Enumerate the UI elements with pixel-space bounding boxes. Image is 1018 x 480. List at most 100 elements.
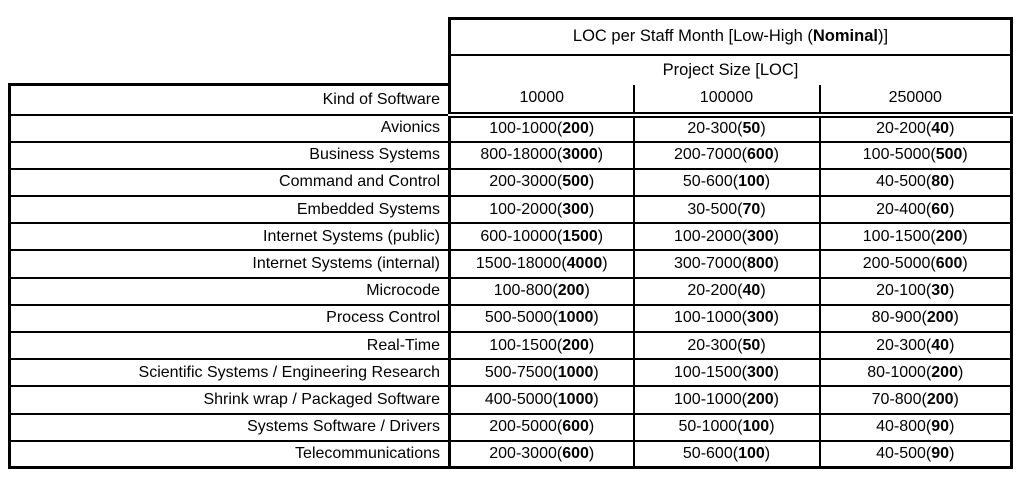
- loc-range-cell: 20-300(50): [632, 330, 821, 361]
- loc-nominal-value: 50: [742, 336, 761, 354]
- loc-nominal-value: 300: [746, 363, 774, 381]
- loc-range-cell: 100-1500(300): [632, 358, 821, 388]
- loc-range-close: ): [773, 390, 779, 408]
- loc-nominal-value: 600: [562, 445, 589, 463]
- size-column-header-250000: 250000: [818, 84, 1014, 118]
- loc-range-cell: 100-2000(300): [448, 195, 635, 225]
- loc-nominal-value: 500: [562, 173, 589, 191]
- loc-range-low-high: 20-300(: [687, 336, 743, 354]
- loc-range-low-high: 80-900(: [871, 309, 927, 327]
- loc-range-close: ): [588, 120, 595, 138]
- loc-range-close: ): [773, 363, 779, 381]
- loc-range-close: ): [962, 146, 968, 164]
- loc-range-cell: 500-5000(1000): [448, 303, 635, 334]
- loc-nominal-value: 600: [746, 146, 774, 164]
- loc-range-low-high: 20-200(: [876, 120, 932, 138]
- loc-range-low-high: 100-1000(: [674, 309, 747, 327]
- loc-nominal-value: 600: [562, 418, 589, 436]
- loc-range-close: ): [764, 173, 771, 191]
- loc-range-low-high: 100-1500(: [674, 363, 747, 381]
- loc-range-cell: 50-600(100): [632, 167, 821, 198]
- loc-range-close: ): [773, 227, 779, 245]
- loc-range-low-high: 200-5000(: [862, 255, 936, 273]
- loc-range-low-high: 300-7000(: [674, 255, 747, 273]
- loc-range-low-high: 600-10000(: [480, 227, 563, 245]
- size-column-header-100000: 100000: [632, 84, 820, 118]
- loc-range-close: ): [949, 445, 955, 463]
- loc-range-low-high: 100-1500(: [862, 227, 936, 245]
- kind-of-software-cell: Systems Software / Drivers: [8, 412, 451, 442]
- loc-range-close: ): [588, 173, 595, 191]
- loc-nominal-value: 800: [746, 255, 774, 273]
- kind-of-software-cell: Process Control: [8, 303, 451, 334]
- loc-range-low-high: 100-1000(: [489, 120, 563, 138]
- kind-of-software-cell: Scientific Systems / Engineering Researc…: [8, 358, 451, 388]
- loc-nominal-value: 300: [746, 227, 774, 245]
- table-title: LOC per Staff Month [Low-High (Nominal)]: [447, 17, 1014, 56]
- loc-range-cell: 200-3000(600): [448, 439, 635, 470]
- table-row: Real-Time 100-1500(200) 20-300(50) 20-300(4…: [8, 330, 1014, 361]
- loc-range-cell: 100-5000(500): [818, 140, 1014, 170]
- table-row: Internet Systems (public) 600-10000(1500)…: [8, 222, 1014, 252]
- loc-range-close: ): [949, 120, 955, 138]
- kind-of-software-cell: Avionics: [8, 113, 451, 143]
- table-row: Scientific Systems / Engineering Researc…: [8, 358, 1014, 388]
- loc-nominal-value: 600: [935, 255, 963, 273]
- spacer-cell: [10, 55, 450, 85]
- loc-nominal-value: 100: [738, 445, 765, 463]
- loc-range-cell: 1500-18000(4000): [448, 249, 635, 279]
- kind-of-software-cell: Business Systems: [8, 140, 451, 170]
- title-prefix: LOC per Staff Month [Low-High (: [572, 27, 813, 46]
- loc-range-low-high: 1500-18000(: [475, 255, 567, 273]
- loc-nominal-value: 200: [557, 282, 585, 300]
- loc-range-cell: 200-7000(600): [632, 140, 821, 170]
- subtitle-row: Project Size [LOC]: [10, 54, 1014, 85]
- kind-of-software-cell: Telecommunications: [8, 439, 451, 470]
- loc-range-low-high: 100-1000(: [674, 390, 747, 408]
- loc-nominal-value: 90: [931, 445, 950, 463]
- loc-range-low-high: 50-600(: [682, 173, 739, 191]
- loc-range-cell: 100-1000(300): [632, 303, 821, 334]
- table-row: Avionics 100-1000(200) 20-300(50) 20-200(40…: [8, 113, 1014, 143]
- loc-range-low-high: 20-300(: [687, 120, 743, 138]
- loc-range-low-high: 800-18000(: [480, 146, 563, 164]
- loc-range-close: ): [773, 146, 779, 164]
- loc-nominal-value: 200: [926, 309, 954, 327]
- table-row: Process Control 500-5000(1000) 100-1000(30…: [8, 303, 1014, 334]
- loc-nominal-value: 200: [931, 363, 958, 381]
- loc-range-close: ): [588, 445, 595, 463]
- table-row: Shrink wrap / Packaged Software 400-5000(…: [8, 385, 1014, 415]
- loc-range-close: ): [593, 309, 599, 327]
- loc-range-close: ): [949, 282, 955, 300]
- table-row: Systems Software / Drivers 200-5000(600) 5…: [8, 412, 1014, 442]
- loc-range-close: ): [953, 390, 959, 408]
- loc-nominal-value: 40: [742, 282, 761, 300]
- loc-nominal-value: 80: [931, 173, 950, 191]
- loc-range-cell: 80-900(200): [818, 303, 1014, 334]
- loc-range-close: ): [962, 227, 968, 245]
- loc-range-low-high: 200-3000(: [489, 445, 563, 463]
- kind-of-software-cell: Shrink wrap / Packaged Software: [8, 385, 451, 415]
- loc-range-cell: 20-400(60): [818, 195, 1014, 225]
- loc-range-close: ): [588, 336, 595, 354]
- loc-range-close: ): [962, 255, 968, 273]
- loc-nominal-value: 60: [931, 200, 950, 218]
- loc-range-low-high: 400-5000(: [484, 390, 558, 408]
- loc-range-close: ): [949, 200, 955, 218]
- loc-nominal-value: 200: [562, 336, 589, 354]
- loc-range-close: ): [593, 390, 599, 408]
- project-size-header: Project Size [LOC]: [447, 54, 1014, 85]
- title-suffix: )]: [877, 27, 889, 46]
- loc-range-low-high: 100-1500(: [489, 336, 563, 354]
- table-row: Microcode 100-800(200) 20-200(40) 20-100(30…: [8, 276, 1014, 306]
- loc-range-cell: 40-500(90): [818, 439, 1014, 470]
- loc-nominal-value: 90: [931, 418, 950, 436]
- loc-range-cell: 200-3000(500): [448, 167, 635, 198]
- loc-range-cell: 50-600(100): [632, 439, 821, 470]
- loc-range-close: ): [773, 309, 779, 327]
- kind-of-software-cell: Internet Systems (public): [8, 222, 451, 252]
- kind-of-software-cell: Command and Control: [8, 167, 451, 198]
- loc-nominal-value: 500: [935, 146, 963, 164]
- loc-range-low-high: 200-5000(: [489, 418, 563, 436]
